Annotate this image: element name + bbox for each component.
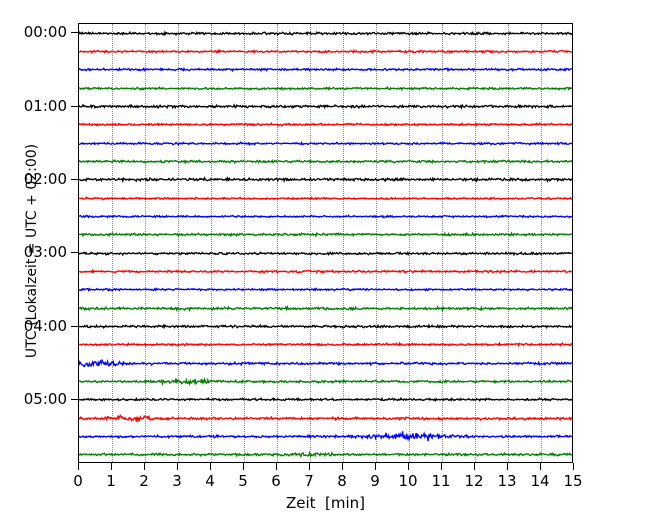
y-tick	[71, 325, 79, 327]
x-tick-label: 7	[304, 472, 314, 490]
trace-00-30	[79, 63, 572, 76]
trace-03-30	[79, 283, 572, 296]
y-axis-label: UTC (Lokalzeit = UTC + 02:00)	[24, 143, 40, 359]
trace-01-45	[79, 155, 572, 168]
gridline	[211, 24, 212, 462]
y-tick	[71, 32, 79, 34]
x-tick-label: 5	[238, 472, 248, 490]
trace-03-00	[79, 247, 572, 260]
gridline	[475, 24, 476, 462]
x-tick-label: 0	[73, 472, 83, 490]
y-tick-label: 03:00	[23, 243, 67, 262]
x-tick-label: 15	[563, 472, 583, 490]
trace-03-45	[79, 302, 572, 315]
trace-01-15	[79, 118, 572, 131]
trace-00-15	[79, 45, 572, 58]
y-tick-label: 00:00	[23, 23, 67, 42]
x-tick	[375, 463, 376, 470]
gridline	[508, 24, 509, 462]
y-tick-label: 04:00	[23, 316, 67, 335]
trace-04-30	[79, 357, 572, 370]
gridline	[112, 24, 113, 462]
x-axis-label: Zeit [min]	[285, 494, 366, 512]
x-tick-label: 2	[139, 472, 149, 490]
x-tick-label: 12	[464, 472, 484, 490]
x-tick	[342, 463, 343, 470]
x-tick-label: 8	[337, 472, 347, 490]
gridline	[244, 24, 245, 462]
gridline	[145, 24, 146, 462]
plot-area	[78, 23, 573, 463]
x-tick-label: 11	[431, 472, 451, 490]
trace-04-15	[79, 338, 572, 351]
x-tick	[276, 463, 277, 470]
y-tick	[71, 105, 79, 107]
trace-05-00	[79, 393, 572, 406]
gridline	[277, 24, 278, 462]
x-tick	[309, 463, 310, 470]
trace-01-30	[79, 137, 572, 150]
gridline	[442, 24, 443, 462]
gridline	[343, 24, 344, 462]
trace-01-00	[79, 100, 572, 113]
gridline	[409, 24, 410, 462]
y-tick	[71, 178, 79, 180]
x-tick	[573, 463, 574, 470]
trace-04-00	[79, 320, 572, 333]
x-tick-label: 14	[530, 472, 550, 490]
trace-00-00	[79, 27, 572, 40]
x-tick-label: 1	[106, 472, 116, 490]
trace-02-30	[79, 210, 572, 223]
x-tick	[144, 463, 145, 470]
x-tick-label: 13	[497, 472, 517, 490]
trace-05-15	[79, 412, 572, 425]
gridline	[541, 24, 542, 462]
x-tick-label: 4	[205, 472, 215, 490]
x-tick	[474, 463, 475, 470]
trace-00-45	[79, 82, 572, 95]
gridline	[178, 24, 179, 462]
y-tick-label: 05:00	[23, 389, 67, 408]
x-tick	[540, 463, 541, 470]
trace-02-15	[79, 192, 572, 205]
x-tick-label: 6	[271, 472, 281, 490]
x-tick	[78, 463, 79, 470]
trace-02-45	[79, 228, 572, 241]
trace-04-45	[79, 375, 572, 388]
y-tick	[71, 252, 79, 254]
x-tick	[111, 463, 112, 470]
trace-05-30	[79, 430, 572, 443]
x-tick	[177, 463, 178, 470]
x-tick	[210, 463, 211, 470]
y-tick-label: 02:00	[23, 169, 67, 188]
x-tick	[408, 463, 409, 470]
trace-03-15	[79, 265, 572, 278]
x-tick-label: 3	[172, 472, 182, 490]
x-tick	[507, 463, 508, 470]
gridline	[376, 24, 377, 462]
gridline	[310, 24, 311, 462]
y-tick	[71, 398, 79, 400]
trace-02-00	[79, 173, 572, 186]
x-tick	[441, 463, 442, 470]
x-tick-label: 9	[370, 472, 380, 490]
x-tick-label: 10	[398, 472, 418, 490]
y-tick-label: 01:00	[23, 96, 67, 115]
x-tick	[243, 463, 244, 470]
trace-05-45	[79, 448, 572, 461]
